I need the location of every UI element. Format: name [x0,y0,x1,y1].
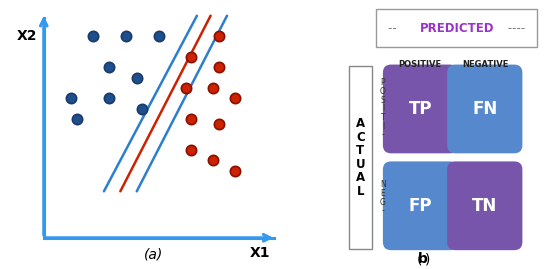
Point [231,96,240,101]
Point [138,107,147,111]
Text: FN: FN [472,100,497,118]
Point [89,34,97,38]
Point [132,76,141,80]
Text: --: -- [388,22,401,35]
Point [214,34,223,38]
FancyBboxPatch shape [383,65,458,153]
Text: POSITIVE: POSITIVE [398,60,441,69]
FancyBboxPatch shape [349,66,372,249]
Text: (: ( [417,252,422,266]
Point [105,65,114,69]
Text: P
O
S
I
T
I
-: P O S I T I - [380,79,386,139]
Text: b: b [417,252,428,266]
Text: TP: TP [409,100,432,118]
Text: ----: ---- [504,22,525,35]
Point [154,34,163,38]
FancyBboxPatch shape [383,161,458,250]
Point [105,96,114,101]
Point [187,117,196,121]
Point [209,86,218,90]
Text: (a): (a) [143,247,163,261]
Point [231,168,240,173]
Text: N
E
G
-: N E G - [380,180,386,215]
Point [209,158,218,162]
Text: TN: TN [472,197,497,215]
Text: A
C
T
U
A
L: A C T U A L [356,117,365,198]
Point [72,117,81,121]
FancyBboxPatch shape [447,161,522,250]
Point [67,96,75,101]
Text: PREDICTED: PREDICTED [420,22,494,35]
Text: ): ) [426,252,430,266]
FancyBboxPatch shape [447,65,522,153]
Point [187,55,196,59]
Text: X2: X2 [17,29,38,43]
Text: FP: FP [409,197,432,215]
Point [182,86,190,90]
Point [121,34,130,38]
Text: -- PREDICTED----: -- PREDICTED---- [0,268,1,269]
Point [214,122,223,126]
Text: NEGATIVE: NEGATIVE [462,60,509,69]
Point [187,148,196,152]
Text: X1: X1 [249,246,270,260]
Point [214,65,223,69]
FancyBboxPatch shape [376,9,537,47]
